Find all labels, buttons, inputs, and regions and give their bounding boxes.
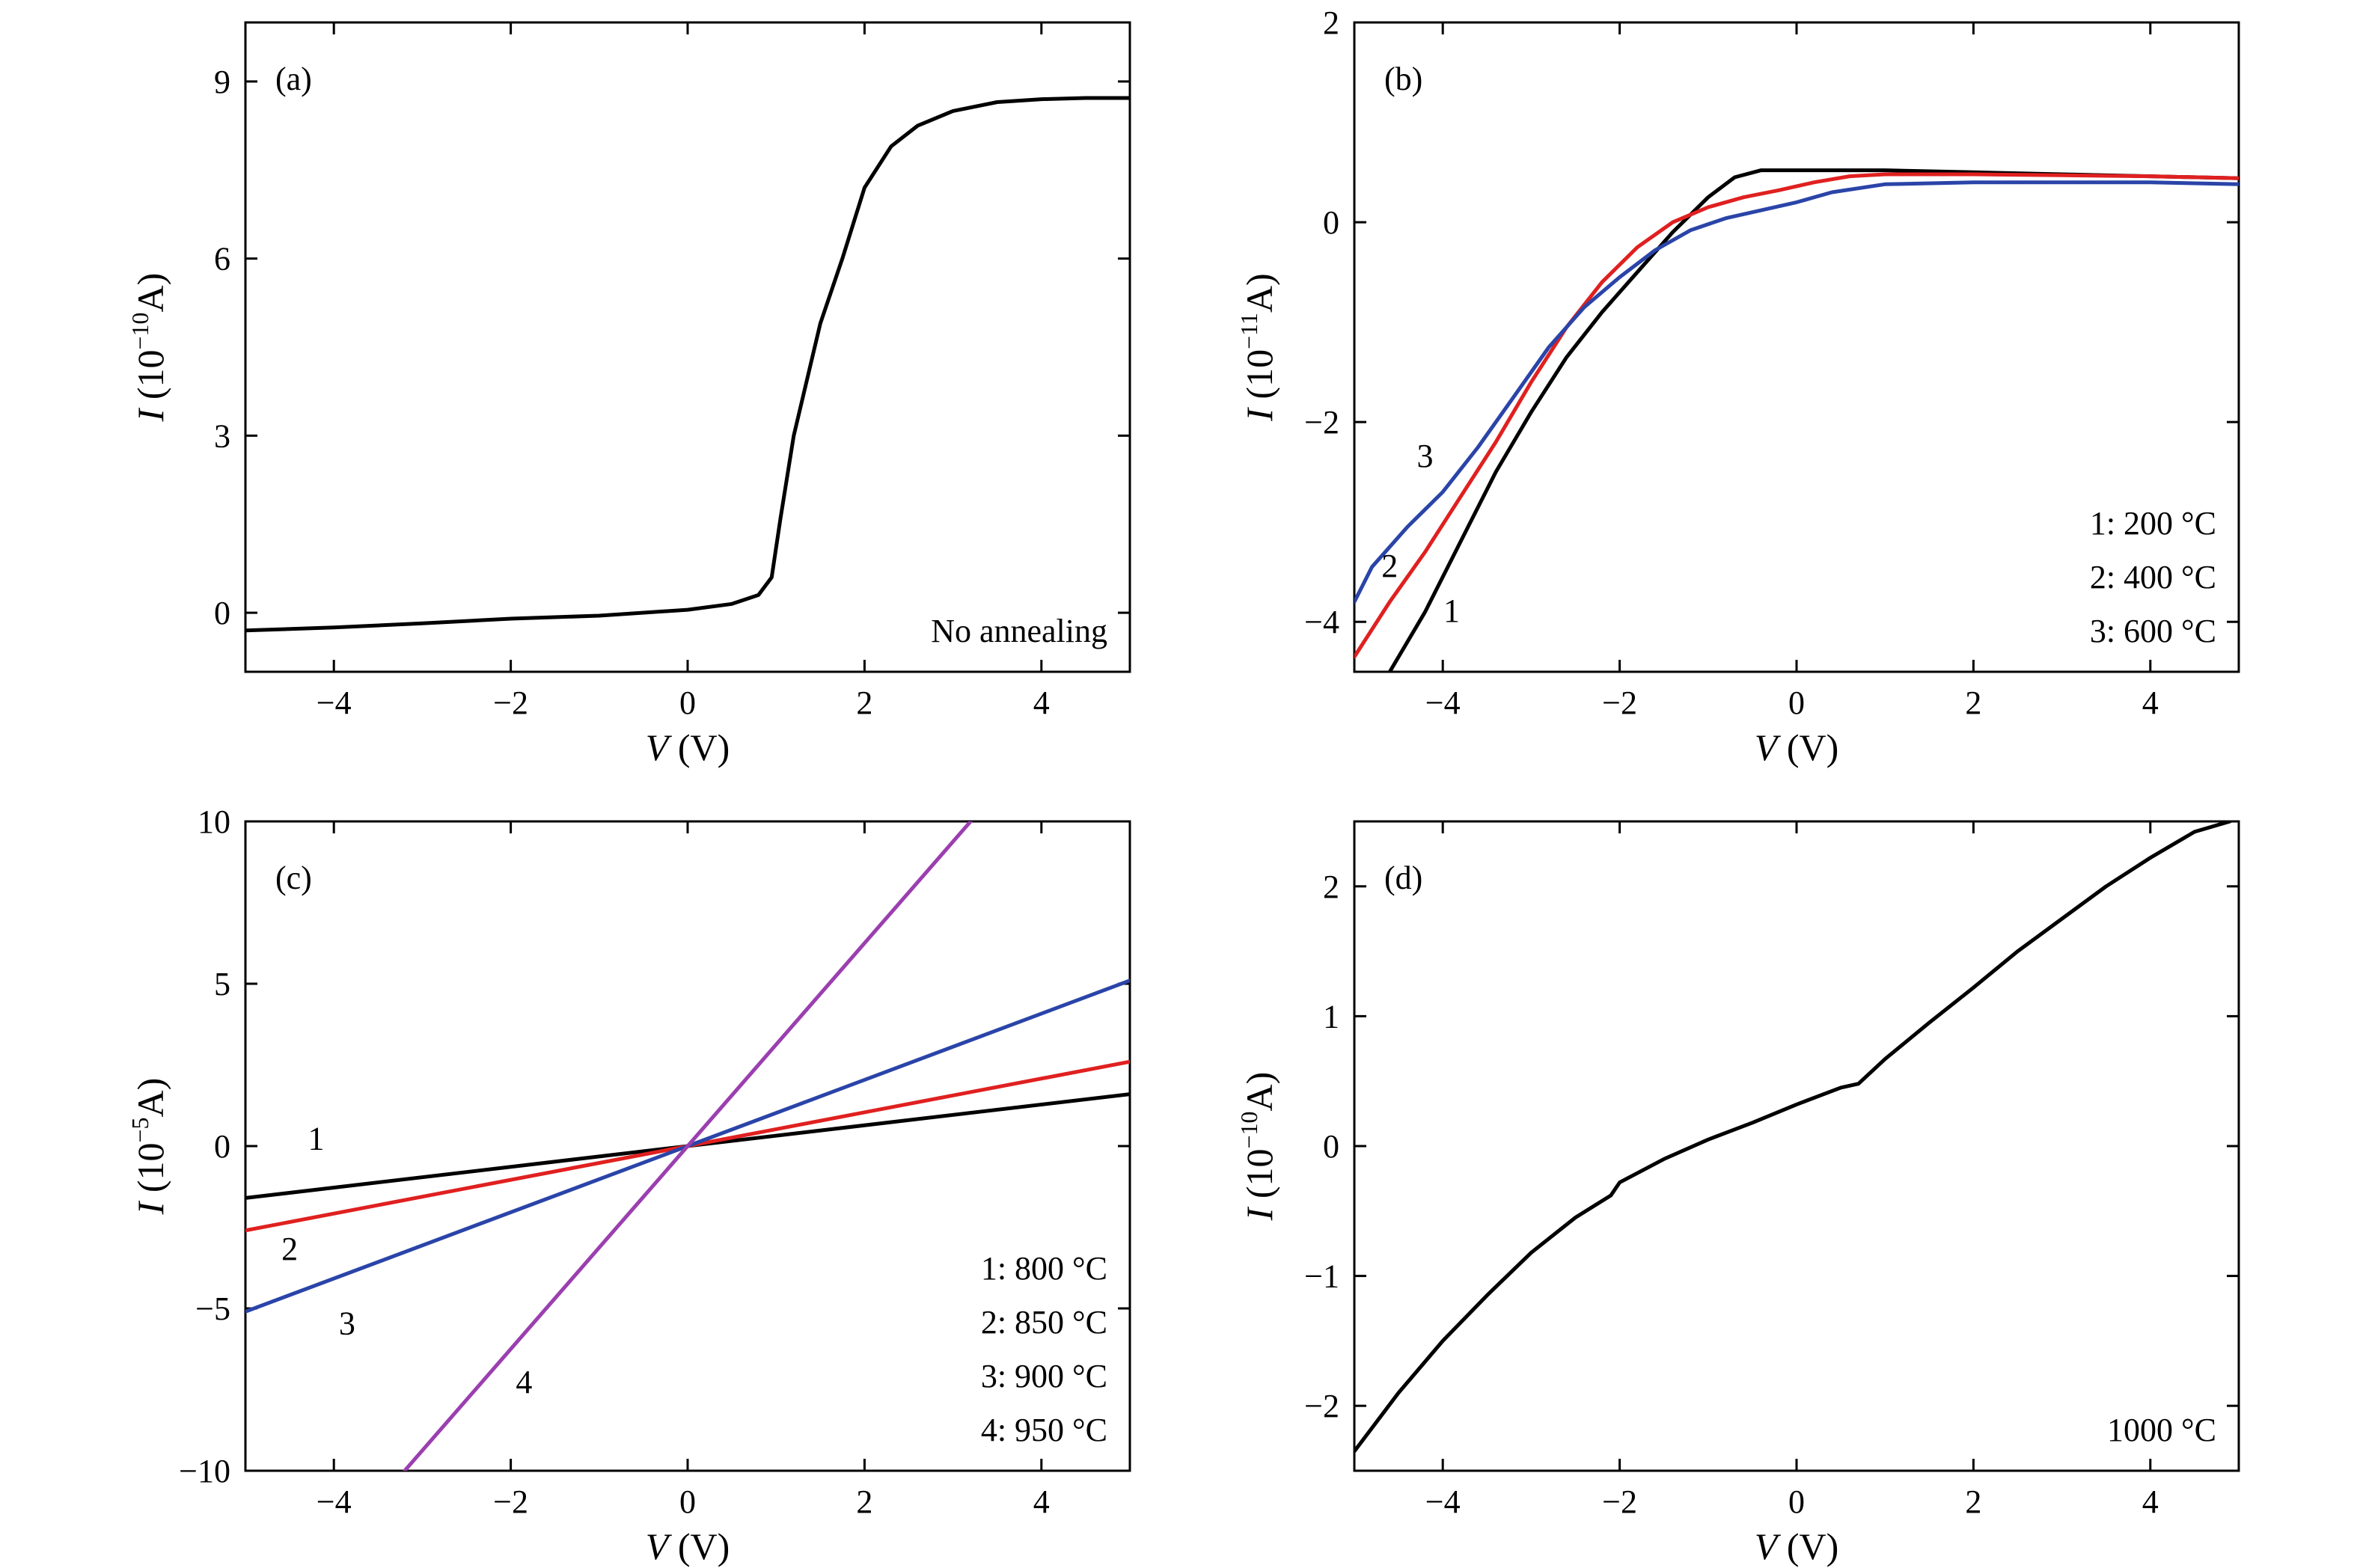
x-tick-label: −2 bbox=[1602, 1483, 1637, 1520]
chart-panel-2: −4 −2 0 2 4 −4 −2 0 2 V (V) I (10−11A) (b) 1 2 3 1: 200… bbox=[1235, 4, 2240, 768]
legend-entry-3: 3: 600 °C bbox=[2090, 613, 2216, 649]
y-tick-label: 0 bbox=[1323, 204, 1339, 241]
y-tick-label: 0 bbox=[1323, 1128, 1339, 1165]
curve-label-3: 3 bbox=[1417, 438, 1434, 474]
legend-entry-2: 2: 400 °C bbox=[2090, 559, 2216, 595]
series-line-2 bbox=[1354, 172, 2239, 659]
x-tick-label: −4 bbox=[317, 1483, 352, 1520]
series-line-1 bbox=[1387, 168, 2239, 672]
series-group bbox=[1354, 821, 2232, 1454]
legend-entry-2: 2: 850 °C bbox=[981, 1304, 1107, 1341]
y-tick-label: 2 bbox=[1323, 4, 1339, 41]
x-axis-label: V (V) bbox=[1755, 726, 1838, 768]
y-tick-label: 0 bbox=[214, 595, 230, 631]
x-tick-label: −4 bbox=[1425, 1483, 1461, 1520]
x-axis-label: V (V) bbox=[646, 1525, 730, 1567]
curve-label-1: 1 bbox=[1443, 592, 1460, 629]
y-tick-label: 9 bbox=[214, 64, 230, 100]
y-tick-label: 2 bbox=[1323, 869, 1339, 905]
series-line-1 bbox=[245, 96, 1130, 633]
series-group bbox=[245, 821, 1130, 1471]
curve-label-1: 1 bbox=[308, 1120, 325, 1157]
x-tick-label: −2 bbox=[493, 1483, 528, 1520]
y-tick-label: 3 bbox=[214, 417, 230, 454]
x-axis-label: V (V) bbox=[646, 726, 730, 768]
panel-label: (a) bbox=[275, 61, 312, 97]
series-line-4 bbox=[403, 821, 973, 1471]
x-axis-label: V (V) bbox=[1755, 1525, 1838, 1567]
y-tick-label: 6 bbox=[214, 241, 230, 278]
y-tick-label: 5 bbox=[214, 966, 230, 1002]
x-tick-label: −2 bbox=[1602, 685, 1637, 721]
series-group bbox=[1354, 168, 2239, 672]
y-tick-label: −4 bbox=[1304, 604, 1339, 640]
curve-label-4: 4 bbox=[516, 1364, 532, 1400]
x-tick-label: 4 bbox=[2142, 1483, 2159, 1520]
y-tick-label: −5 bbox=[195, 1290, 230, 1327]
panel-label: (c) bbox=[275, 860, 312, 896]
panel-label: (d) bbox=[1384, 860, 1422, 896]
legend-entry-3: 3: 900 °C bbox=[981, 1358, 1107, 1394]
y-tick-label: −2 bbox=[1304, 1388, 1339, 1424]
x-tick-label: −2 bbox=[493, 685, 528, 721]
y-tick-label: −1 bbox=[1304, 1258, 1339, 1295]
legend-entry-1: 1: 800 °C bbox=[981, 1250, 1107, 1287]
curve-label-2: 2 bbox=[281, 1231, 298, 1267]
x-tick-label: 2 bbox=[1965, 685, 1981, 721]
chart-panel-1: −4 −2 0 2 4 0 3 6 9 V (V) I (10−10A) (a) No annealin… bbox=[126, 21, 1131, 768]
x-tick-label: 4 bbox=[1033, 685, 1050, 721]
y-axis-label: I (10−5A) bbox=[126, 1078, 171, 1216]
x-tick-label: 4 bbox=[1033, 1483, 1050, 1520]
x-tick-label: 0 bbox=[679, 685, 696, 721]
x-tick-label: 0 bbox=[679, 1483, 696, 1520]
series-line-3 bbox=[1354, 180, 2239, 604]
x-tick-label: 2 bbox=[856, 685, 872, 721]
chart-panel-4: −4 −2 0 2 4 −2 −1 0 1 2 V (V) I (10−10A) (d) 1000 °C bbox=[1235, 820, 2240, 1567]
curve-label-3: 3 bbox=[339, 1305, 355, 1342]
y-tick-label: 0 bbox=[214, 1128, 230, 1165]
y-tick-label: −2 bbox=[1304, 404, 1339, 441]
legend-entry-4: 4: 950 °C bbox=[981, 1412, 1107, 1448]
plot-frame bbox=[1353, 820, 2240, 1472]
y-tick-label: −10 bbox=[179, 1453, 230, 1489]
x-tick-label: −4 bbox=[1425, 685, 1461, 721]
curve-label-2: 2 bbox=[1381, 548, 1398, 584]
y-axis-label: I (10−10A) bbox=[1235, 1072, 1280, 1222]
x-tick-label: 0 bbox=[1788, 1483, 1805, 1520]
x-tick-label: −4 bbox=[317, 685, 352, 721]
series-group bbox=[245, 96, 1130, 633]
y-axis-label: I (10−11A) bbox=[1235, 273, 1280, 421]
x-tick-label: 0 bbox=[1788, 685, 1805, 721]
chart-panel-3: −4 −2 0 2 4 −10 −5 0 5 10 V (V) I (10−5A) (c) 1 2 3 4 1: … bbox=[126, 803, 1131, 1567]
annotation: No annealing bbox=[931, 613, 1107, 649]
series-line-1 bbox=[1354, 821, 2232, 1454]
y-axis-label: I (10−10A) bbox=[126, 273, 171, 423]
panel-label: (b) bbox=[1384, 61, 1422, 97]
x-tick-label: 2 bbox=[1965, 1483, 1981, 1520]
x-tick-label: 2 bbox=[856, 1483, 872, 1520]
x-tick-label: 4 bbox=[2142, 685, 2159, 721]
y-tick-label: 1 bbox=[1323, 998, 1339, 1035]
legend-entry-1: 1: 200 °C bbox=[2090, 505, 2216, 542]
annotation: 1000 °C bbox=[2107, 1412, 2216, 1448]
plot-frame bbox=[244, 21, 1131, 673]
y-tick-label: 10 bbox=[198, 803, 230, 840]
